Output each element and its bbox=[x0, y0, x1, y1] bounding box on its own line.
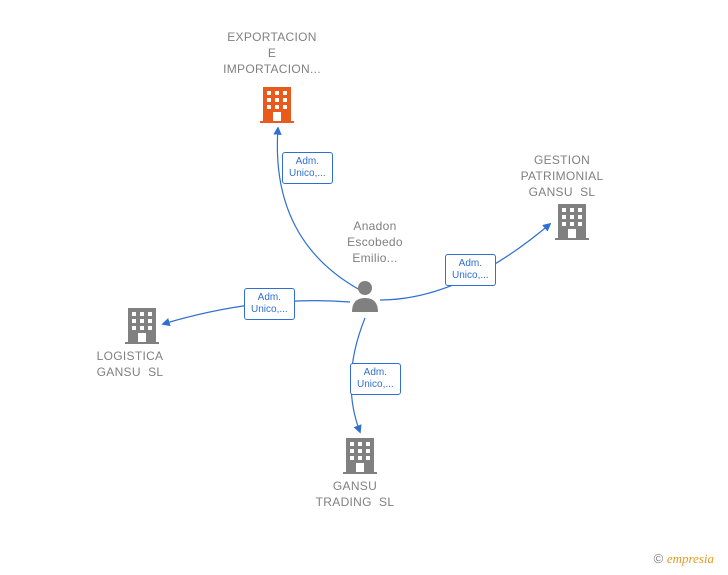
building-icon-top bbox=[260, 85, 294, 123]
node-label-right: GESTION PATRIMONIAL GANSU SL bbox=[512, 152, 612, 201]
building-icon-right bbox=[555, 202, 589, 240]
building-icon-bottom bbox=[343, 436, 377, 474]
node-label-bottom: GANSU TRADING SL bbox=[305, 478, 405, 510]
edge-label-left: Adm. Unico,... bbox=[244, 288, 295, 320]
node-label-left: LOGISTICA GANSU SL bbox=[80, 348, 180, 380]
brand-name: empresia bbox=[667, 551, 714, 566]
node-label-top: EXPORTACION E IMPORTACION... bbox=[222, 29, 322, 78]
edge-label-bottom: Adm. Unico,... bbox=[350, 363, 401, 395]
person-icon bbox=[350, 278, 380, 317]
building-icon-left bbox=[125, 306, 159, 344]
edge-label-right: Adm. Unico,... bbox=[445, 254, 496, 286]
footer-credit: © empresia bbox=[654, 551, 714, 567]
center-person-label: Anadon Escobedo Emilio... bbox=[330, 218, 420, 267]
edge-label-top: Adm. Unico,... bbox=[282, 152, 333, 184]
copyright-symbol: © bbox=[654, 551, 664, 566]
